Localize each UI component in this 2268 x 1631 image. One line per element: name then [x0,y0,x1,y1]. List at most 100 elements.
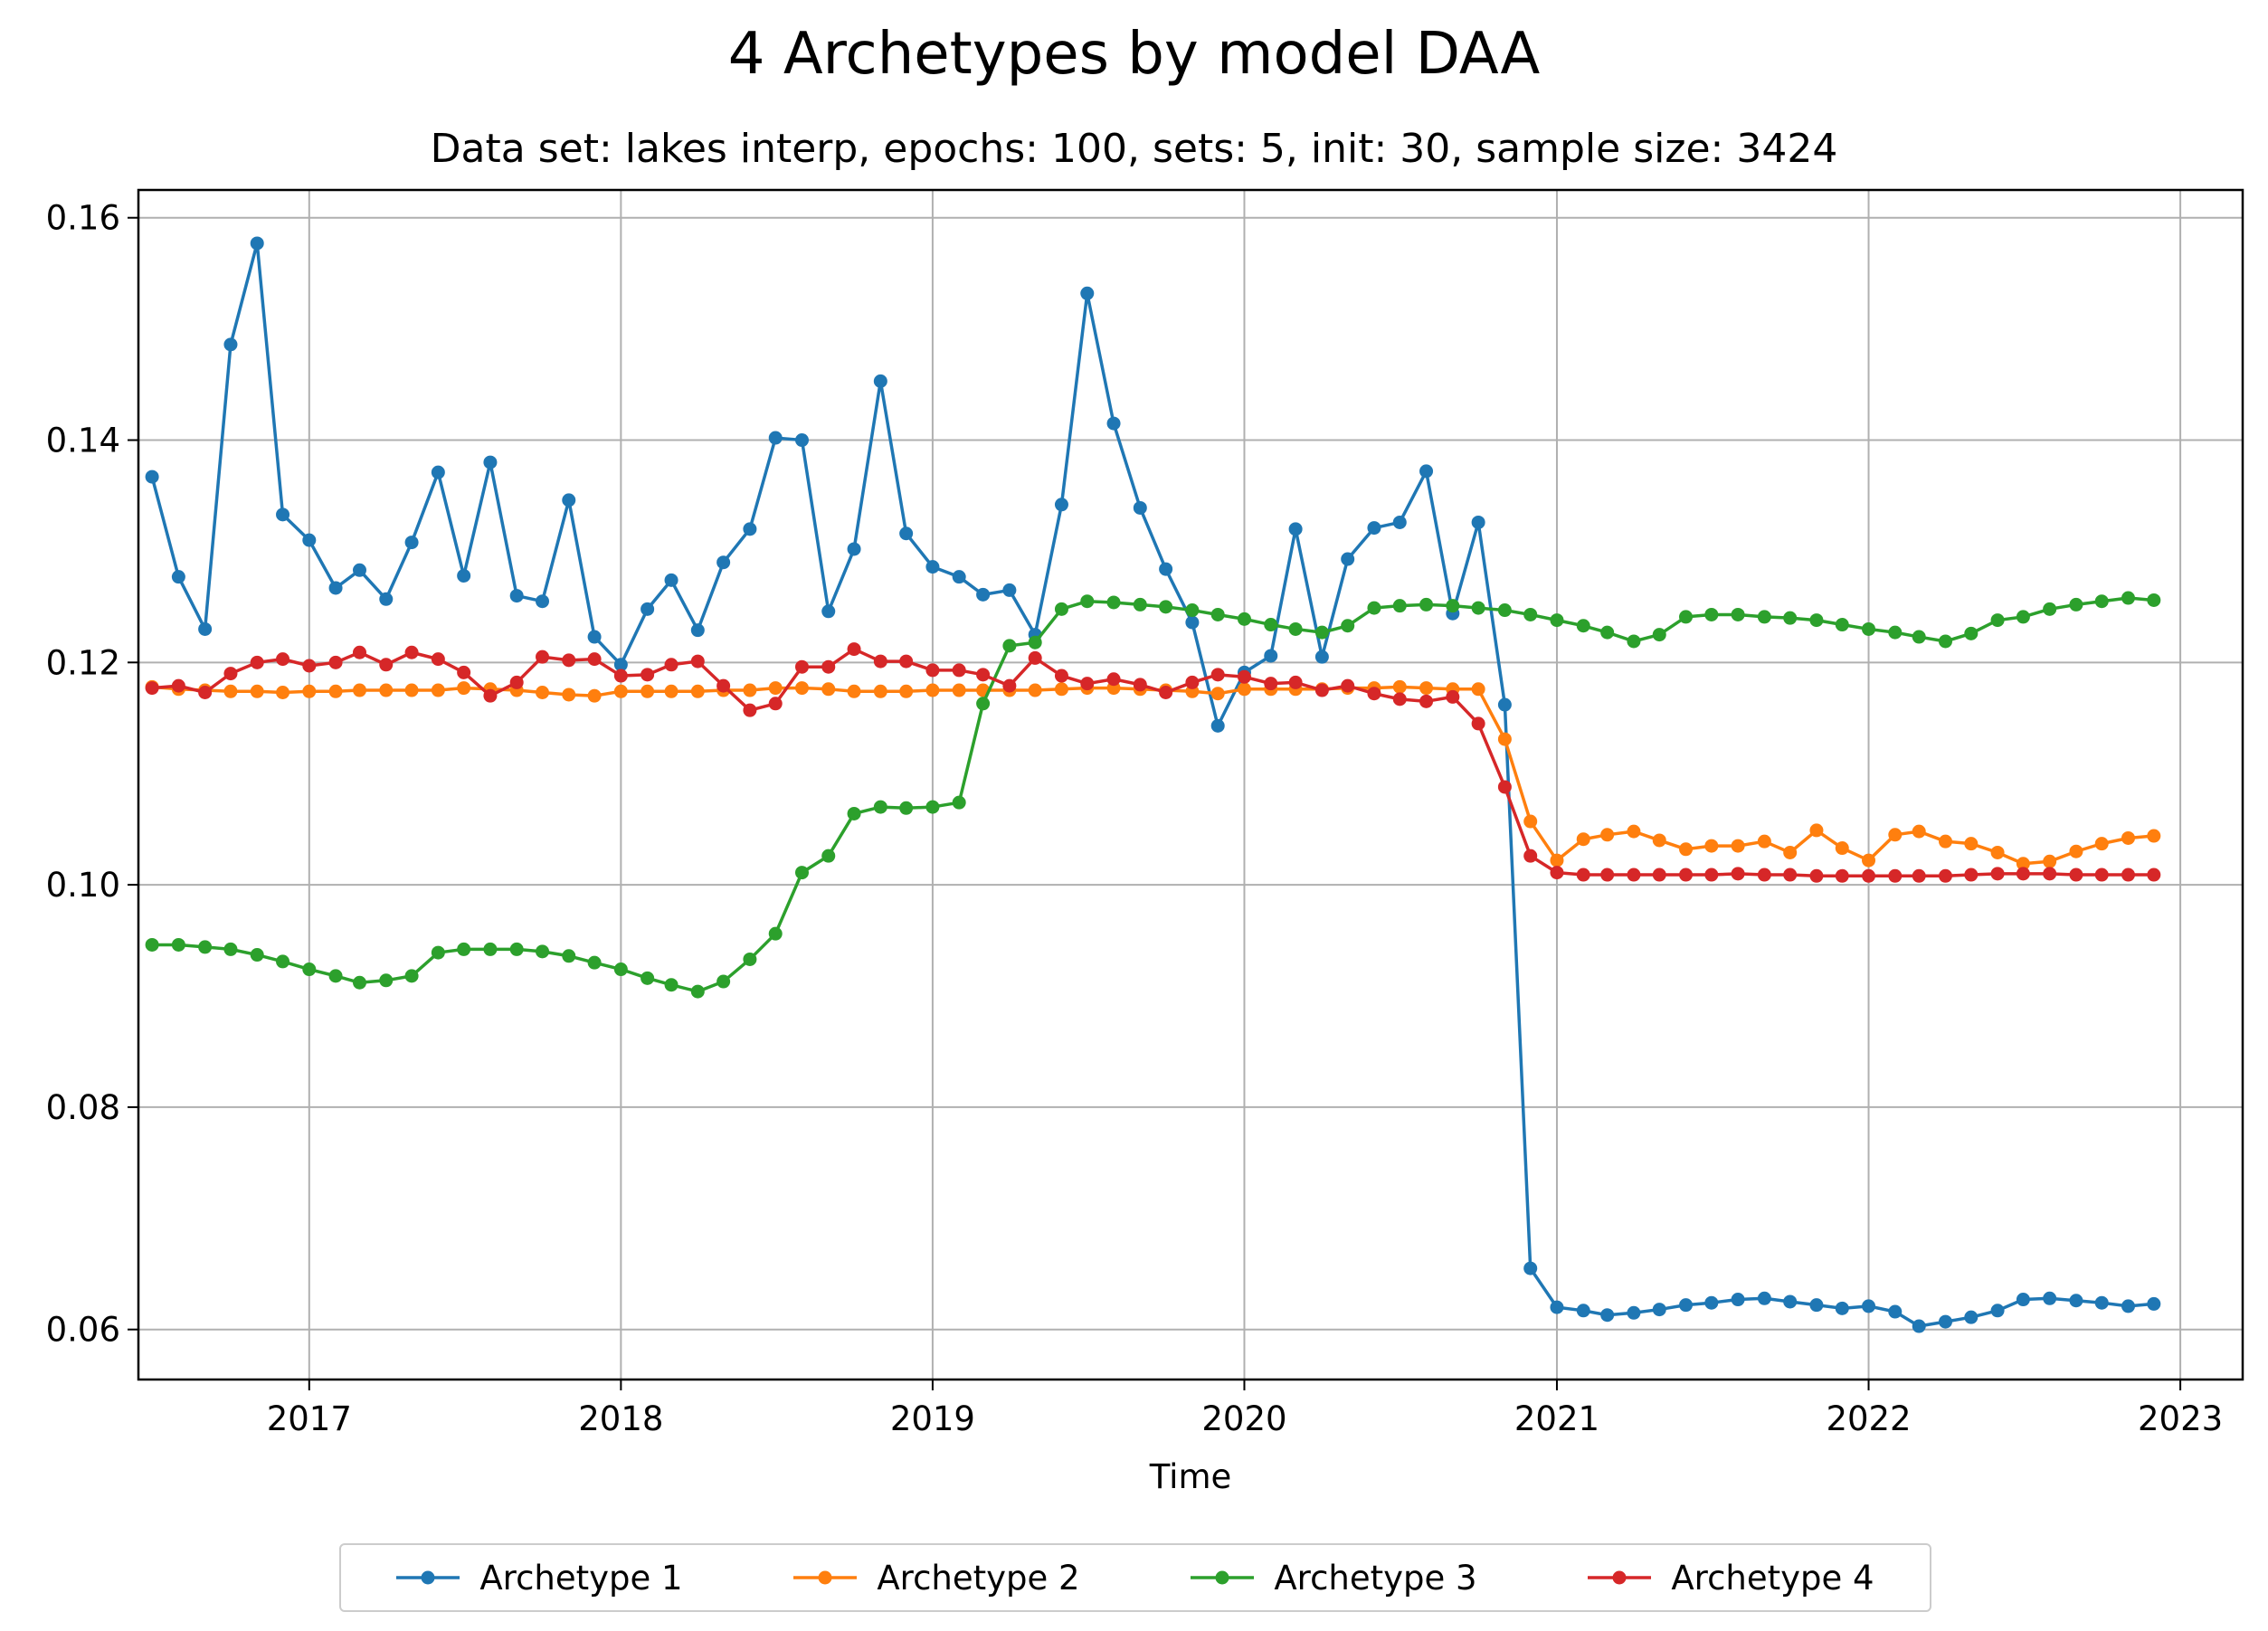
data-point [379,592,394,606]
data-point [1392,515,1407,529]
data-point [1550,613,1564,628]
series-line [152,596,2154,993]
data-point [641,971,655,985]
data-point [1159,562,1173,576]
data-point [2147,829,2161,843]
data-point [1523,1261,1538,1275]
data-point [1679,1298,1694,1313]
legend-item-archetype-4: Archetype 4 [1588,1559,1874,1598]
x-tick-label: 2017 [267,1399,352,1438]
data-point [1576,832,1590,847]
data-point [1054,498,1068,512]
data-point [1912,1319,1926,1333]
data-point [1341,678,1355,693]
legend-item-archetype-1: Archetype 1 [396,1559,683,1598]
data-point [821,682,836,697]
data-point [1341,552,1355,566]
data-point [145,681,159,696]
data-point [1600,868,1615,882]
data-point [1185,615,1200,630]
data-point [613,658,628,672]
data-point [1990,613,2005,628]
data-point [2069,1294,2083,1308]
data-point [2016,857,2030,871]
data-point [1783,611,1798,625]
y-tick-label: 0.14 [46,422,120,460]
data-point [1576,619,1590,633]
data-point [794,681,809,696]
data-point [1002,639,1017,653]
data-point [483,455,498,469]
x-axis-label: Time [1149,1457,1232,1496]
data-point [1367,601,1381,615]
data-point [1888,625,1903,640]
data-point [768,431,783,445]
data-point [1002,583,1017,597]
data-point [873,654,887,669]
data-point [1938,1314,1952,1329]
data-point [328,969,343,983]
data-point [794,433,809,448]
data-point [328,655,343,669]
legend-swatch [396,1570,460,1585]
data-point [250,236,264,251]
data-point [1652,628,1666,642]
data-point [536,594,550,609]
data-point [1210,607,1225,621]
data-point [562,653,576,668]
data-point [2147,1296,2161,1311]
data-point [536,685,550,699]
x-tick-label: 2022 [1826,1399,1911,1438]
data-point [613,962,628,977]
data-point [587,630,602,644]
data-point [1080,677,1095,691]
series-line [151,685,2154,866]
data-point [2043,1291,2057,1305]
data-point [641,684,655,698]
data-point [847,806,861,820]
data-point [664,658,679,672]
data-point [1731,1293,1745,1307]
data-point [794,866,809,880]
data-point [145,469,159,484]
data-point [145,937,159,952]
data-point [1990,845,2005,859]
data-point [1652,1303,1666,1317]
data-point [1080,594,1095,609]
data-point [587,688,602,703]
data-point [1990,867,2005,881]
data-point [431,465,445,479]
data-point [952,570,966,584]
data-point [1990,1304,2005,1318]
data-point [223,337,238,352]
data-point [1550,866,1564,880]
data-point [1210,718,1225,733]
data-point [404,969,419,983]
data-point [1314,625,1329,640]
chart-title: 4 Archetypes by model DAA [727,21,1541,88]
data-point [1471,716,1485,731]
data-point [431,683,445,697]
data-point [223,684,238,698]
data-point [1783,1294,1798,1309]
data-point [198,940,213,954]
data-point [457,665,471,679]
data-point [1497,697,1512,712]
data-point [1757,868,1771,882]
data-point [2121,1299,2136,1313]
data-point [976,697,991,711]
data-point [223,942,238,956]
data-point [794,659,809,674]
data-point [1627,824,1641,839]
data-point [2121,591,2136,605]
data-point [690,984,705,999]
data-point [1106,672,1121,687]
data-point [1627,634,1641,649]
data-point [1133,597,1147,612]
data-point [2094,868,2109,882]
data-point [1392,679,1407,694]
data-point [1576,1304,1590,1318]
legend-label: Archetype 4 [1671,1558,1874,1598]
data-point [768,926,783,941]
data-point [768,697,783,711]
